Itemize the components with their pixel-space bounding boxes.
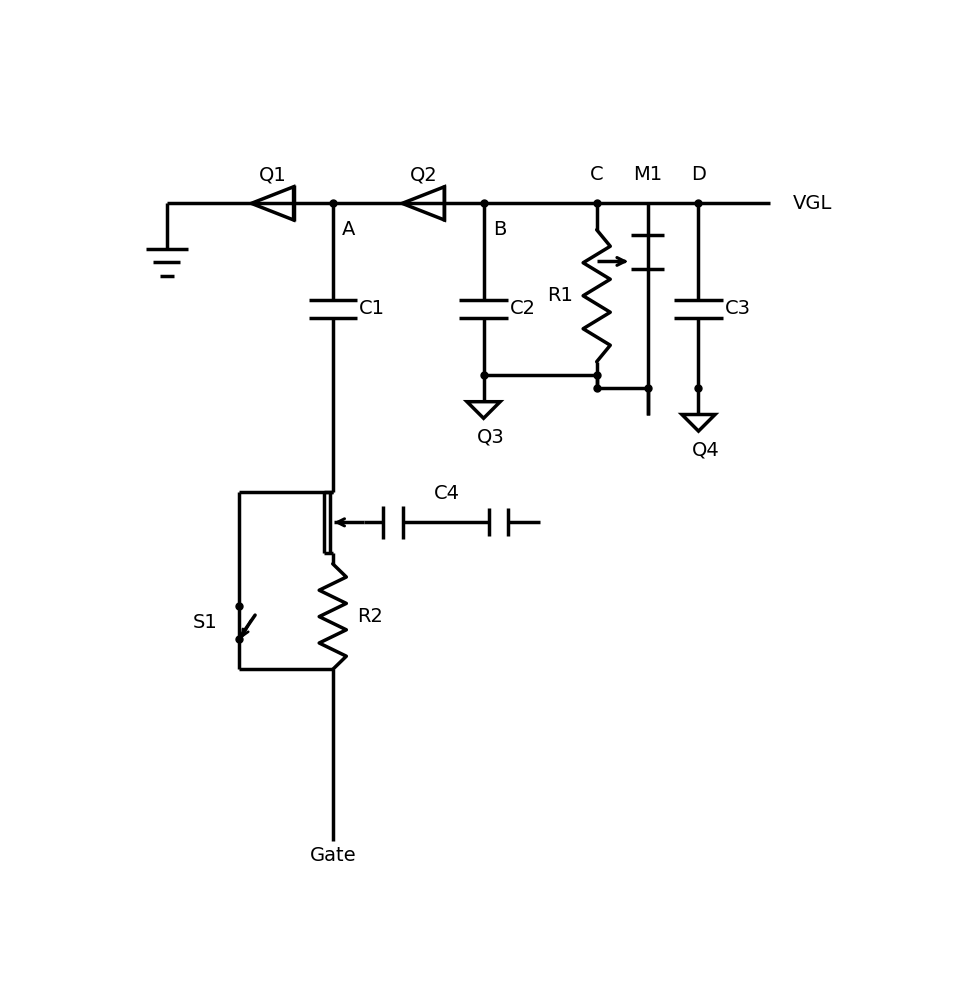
Text: S1: S1 xyxy=(193,613,217,632)
Text: M1: M1 xyxy=(633,165,663,184)
Text: Q2: Q2 xyxy=(410,165,437,184)
Text: D: D xyxy=(691,165,706,184)
Text: C2: C2 xyxy=(510,299,536,318)
Text: C: C xyxy=(590,165,603,184)
Text: C1: C1 xyxy=(359,299,385,318)
Text: Q4: Q4 xyxy=(692,440,720,459)
Text: R2: R2 xyxy=(357,607,382,626)
Text: Q3: Q3 xyxy=(477,428,505,447)
Text: VGL: VGL xyxy=(793,194,832,213)
Text: Q1: Q1 xyxy=(259,165,286,184)
Text: C3: C3 xyxy=(725,299,751,318)
Text: R1: R1 xyxy=(547,286,572,305)
Text: B: B xyxy=(492,220,506,239)
Text: A: A xyxy=(342,220,355,239)
Text: Gate: Gate xyxy=(309,846,356,865)
Text: C4: C4 xyxy=(434,484,459,503)
